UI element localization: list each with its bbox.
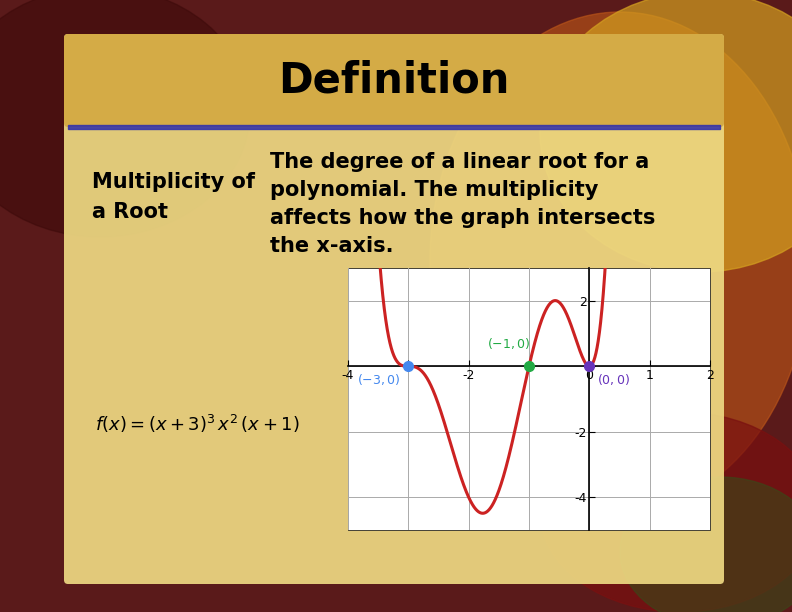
Bar: [68, 125, 720, 129]
Text: $(0, 0)$: $(0, 0)$: [596, 372, 630, 387]
FancyBboxPatch shape: [64, 34, 724, 127]
Text: affects how the graph intersects: affects how the graph intersects: [270, 208, 655, 228]
Ellipse shape: [0, 0, 250, 237]
Ellipse shape: [430, 12, 792, 512]
Text: the x-axis.: the x-axis.: [270, 236, 394, 256]
Text: polynomial. The multiplicity: polynomial. The multiplicity: [270, 180, 599, 200]
Text: $f(x) = (x+3)^3\, x^2\,(x+1)$: $f(x) = (x+3)^3\, x^2\,(x+1)$: [95, 413, 299, 435]
Text: Definition: Definition: [278, 59, 510, 102]
Text: a Root: a Root: [92, 202, 168, 222]
Ellipse shape: [620, 477, 792, 612]
Text: Multiplicity of: Multiplicity of: [92, 172, 255, 192]
Ellipse shape: [540, 412, 792, 612]
Text: $(-3, 0)$: $(-3, 0)$: [357, 372, 401, 387]
FancyBboxPatch shape: [64, 34, 724, 584]
Text: $(-1, 0)$: $(-1, 0)$: [487, 336, 530, 351]
Text: The degree of a linear root for a: The degree of a linear root for a: [270, 152, 649, 172]
Ellipse shape: [540, 0, 792, 272]
